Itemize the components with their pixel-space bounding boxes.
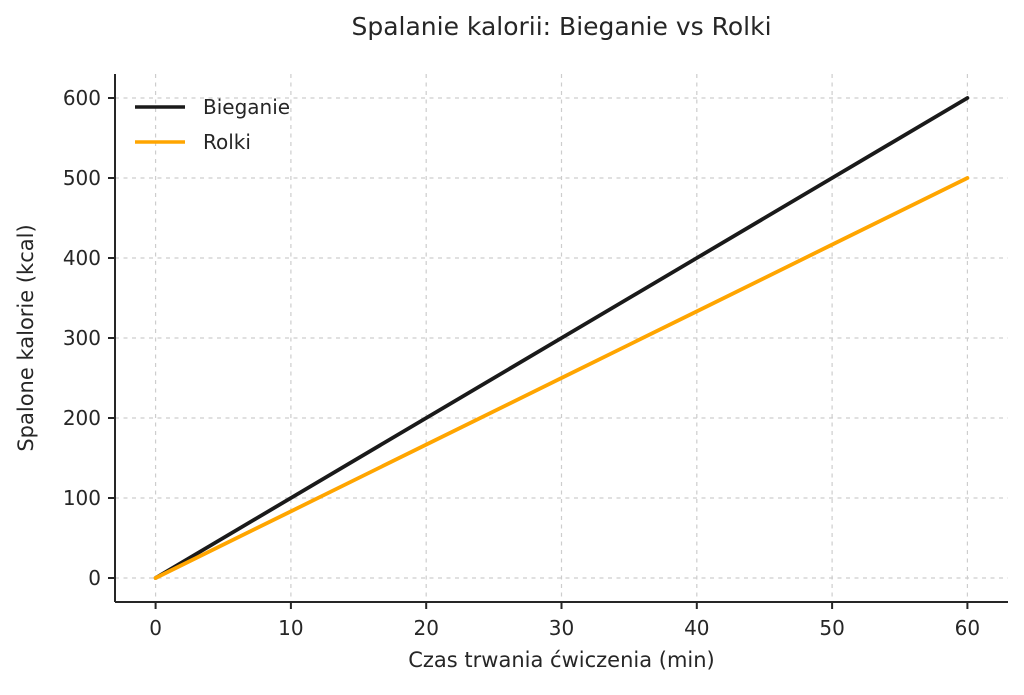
y-tick-label: 200 (63, 406, 101, 430)
legend-label-bieganie: Bieganie (203, 95, 290, 119)
y-tick-label: 400 (63, 246, 101, 270)
x-tick-label: 30 (549, 616, 574, 640)
x-tick-label: 10 (278, 616, 303, 640)
x-tick-label: 20 (413, 616, 438, 640)
y-tick-label: 0 (88, 566, 101, 590)
x-tick-label: 0 (149, 616, 162, 640)
x-axis-label: Czas trwania ćwiczenia (min) (408, 648, 715, 672)
y-tick-label: 300 (63, 326, 101, 350)
x-tick-label: 50 (819, 616, 844, 640)
chart-title: Spalanie kalorii: Bieganie vs Rolki (351, 12, 772, 41)
y-tick-label: 600 (63, 86, 101, 110)
series-line-rolki (153, 176, 970, 580)
series-line-bieganie (153, 96, 970, 580)
x-tick-label: 60 (955, 616, 980, 640)
y-tick-label: 100 (63, 486, 101, 510)
y-tick-label: 500 (63, 166, 101, 190)
legend-label-rolki: Rolki (203, 130, 251, 154)
x-tick-label: 40 (684, 616, 709, 640)
